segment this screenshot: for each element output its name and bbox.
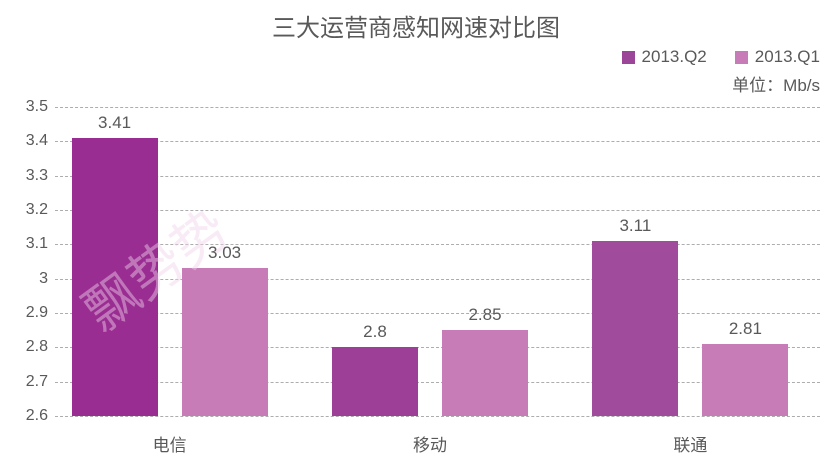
y-axis-tick-label: 2.8 <box>25 338 48 356</box>
y-axis-tick-label: 3.2 <box>25 201 48 218</box>
value-label: 2.85 <box>468 305 502 325</box>
gridline <box>55 347 820 349</box>
gridline <box>55 107 820 108</box>
legend-label: 2013.Q2 <box>641 47 707 66</box>
gridline <box>55 210 820 211</box>
gridline <box>55 141 820 143</box>
value-label: 2.8 <box>363 322 387 342</box>
legend-item-2013-q2: 2013.Q2 <box>621 47 707 67</box>
y-axis-tick-label: 2.6 <box>25 407 48 424</box>
value-label: 3.11 <box>619 215 652 235</box>
bar-移动-2013.Q1 <box>442 330 528 416</box>
x-axis-category-label: 移动 <box>413 436 447 455</box>
legend-swatch-icon <box>734 50 748 64</box>
gridline <box>55 381 820 383</box>
chart-title: 三大运营商感知网速对比图 <box>272 15 560 42</box>
gridline <box>55 175 820 177</box>
bar-电信-2013.Q1 <box>181 268 268 416</box>
legend-swatch-icon <box>621 50 635 64</box>
bar-电信-2013.Q2 <box>71 137 158 416</box>
legend: 2013.Q2 2013.Q1 <box>621 47 820 67</box>
bar-联通-2013.Q2 <box>592 240 679 416</box>
bar-移动-2013.Q2 <box>332 347 418 416</box>
x-axis-category-label: 电信 <box>152 436 187 455</box>
value-label: 3.41 <box>98 112 132 132</box>
x-axis-category-label: 联通 <box>673 436 708 455</box>
y-axis-tick-label: 3.4 <box>25 132 48 150</box>
y-axis-tick-label: 3.1 <box>25 235 48 253</box>
legend-item-2013-q1: 2013.Q1 <box>734 47 820 67</box>
gridline <box>55 278 820 280</box>
value-label: 2.81 <box>728 318 762 338</box>
value-label: 3.03 <box>208 243 242 263</box>
unit-label: 单位：Mb/s <box>732 76 820 95</box>
y-axis-tick-label: 3 <box>39 269 48 287</box>
gridline <box>55 244 820 246</box>
gridline <box>55 313 820 314</box>
bar-联通-2013.Q1 <box>702 343 789 416</box>
y-axis-tick-label: 2.9 <box>25 304 48 321</box>
gridline <box>55 416 820 417</box>
y-axis-tick-label: 3.3 <box>25 166 48 184</box>
legend-label: 2013.Q1 <box>754 47 820 66</box>
y-axis-tick-label: 2.7 <box>25 372 48 390</box>
y-axis-tick-label: 3.5 <box>25 98 48 115</box>
